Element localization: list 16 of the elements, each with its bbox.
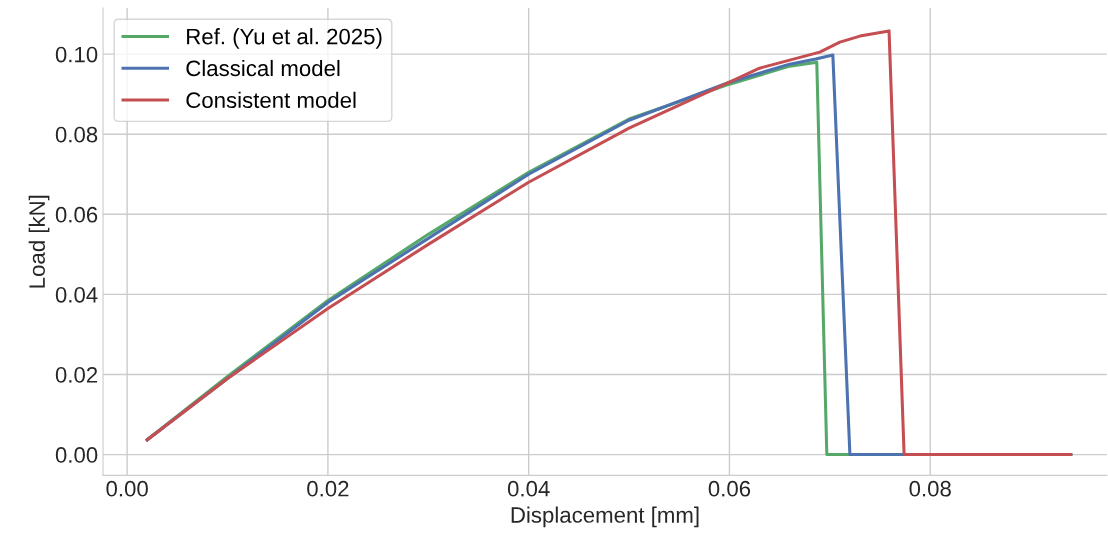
y-tick-label: 0.04 xyxy=(55,286,98,303)
x-axis-title: Displacement [mm] xyxy=(511,506,699,528)
x-tick-label: 0.04 xyxy=(507,480,550,497)
legend-label: Classical model xyxy=(186,59,340,77)
x-tick-label: 0.06 xyxy=(708,480,751,497)
x-tick-label: 0.00 xyxy=(106,480,148,497)
y-tick-label: 0.02 xyxy=(55,367,98,383)
legend-label: Consistent model xyxy=(186,91,356,109)
x-tick-label: 0.02 xyxy=(307,480,349,497)
x-tick-label: 0.08 xyxy=(909,480,951,497)
y-tick-label: 0.08 xyxy=(55,126,98,143)
y-axis-title: Load [kN] xyxy=(28,195,50,288)
y-tick-label: 0.00 xyxy=(55,447,98,463)
legend-label: Ref. (Yu et al. 2025) xyxy=(187,28,382,49)
y-tick-label: 0.10 xyxy=(55,46,98,63)
y-tick-label: 0.06 xyxy=(55,206,98,223)
